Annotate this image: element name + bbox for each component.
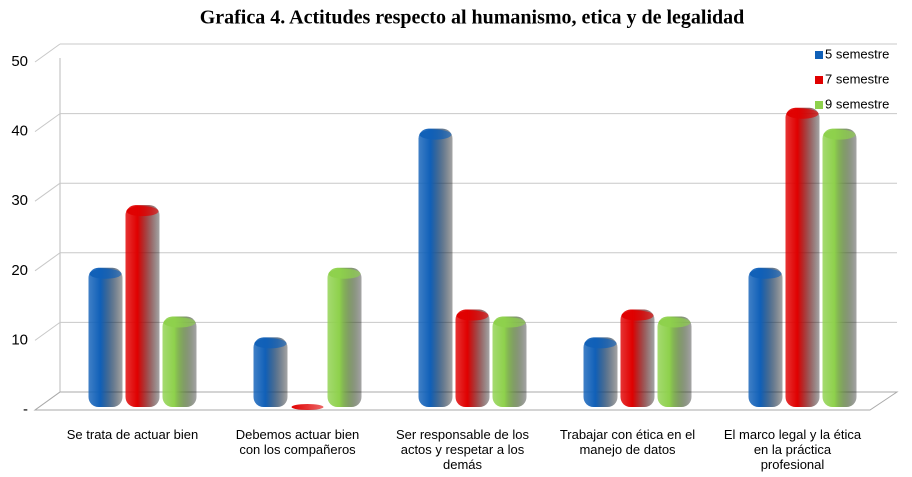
bar: [418, 128, 453, 408]
bar-cap: [291, 404, 324, 410]
bar-cap: [456, 310, 489, 321]
bar-cap: [419, 129, 452, 140]
bar: [327, 267, 362, 408]
y-tick-label: 10: [11, 331, 28, 348]
grid-line: [34, 182, 61, 202]
bar: [620, 309, 655, 408]
legend-label: 7 semestre: [825, 71, 889, 86]
legend-swatch: [815, 51, 823, 59]
bar: [455, 309, 490, 408]
bar-cap: [823, 129, 856, 140]
bar-cap: [658, 317, 691, 328]
x-tick-label: Trabajar con ética en el manejo de datos: [559, 427, 696, 457]
bar: [657, 316, 692, 408]
grid-line: [34, 113, 61, 133]
bar: [748, 267, 783, 408]
grid-line: [34, 43, 61, 63]
x-tick-label: El marco legal y la ética en la práctica…: [723, 427, 862, 472]
bar: [88, 267, 123, 408]
bar: [583, 337, 618, 408]
bar-cap: [584, 338, 617, 349]
chart-title: Grafica 4. Actitudes respecto al humanis…: [200, 7, 745, 29]
bar-cap: [328, 268, 361, 279]
bar: [492, 316, 527, 408]
y-tick-label: 40: [11, 123, 28, 140]
legend-swatch: [815, 101, 823, 109]
bar-cap: [126, 206, 159, 217]
y-tick-label: 30: [11, 192, 28, 209]
bar-cap: [786, 108, 819, 119]
bar: [822, 128, 857, 408]
x-tick-label: Debemos actuar bien con los compañeros: [235, 427, 360, 457]
bar-cap: [89, 268, 122, 279]
bar-cap: [163, 317, 196, 328]
bar: [162, 316, 197, 408]
bar-cap: [749, 268, 782, 279]
y-tick-label: 20: [11, 262, 28, 279]
grid-line: [34, 252, 61, 272]
floor: [33, 391, 899, 411]
y-tick-label: 50: [11, 53, 28, 70]
bar-cap: [493, 317, 526, 328]
x-tick-label: Ser responsable de los actos y respetar …: [396, 427, 529, 472]
bar-cap: [621, 310, 654, 321]
grid-line: [34, 321, 61, 341]
bar-cap: [254, 338, 287, 349]
legend-label: 5 semestre: [825, 46, 889, 61]
legend-label: 9 semestre: [825, 96, 889, 111]
y-tick-label: -: [23, 401, 28, 418]
bar: [785, 107, 820, 408]
bar: [125, 205, 160, 408]
x-tick-label: Se trata de actuar bien: [66, 427, 199, 442]
bar: [253, 337, 288, 408]
legend-swatch: [815, 76, 823, 84]
